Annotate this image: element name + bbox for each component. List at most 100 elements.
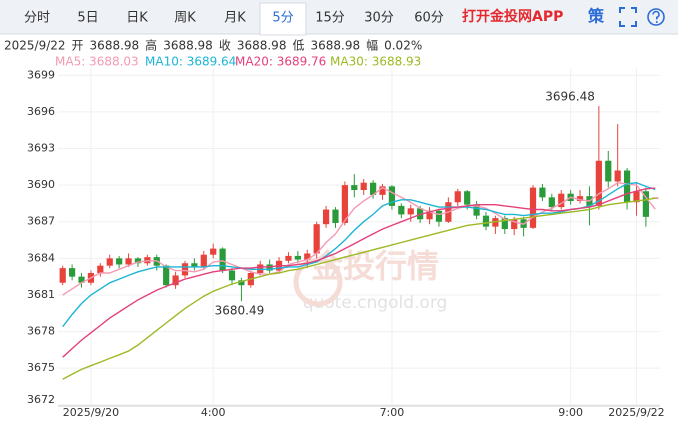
ma-line bbox=[62, 181, 656, 328]
candle-body bbox=[511, 219, 518, 230]
legend-entry: MA5: 3688.03 bbox=[55, 55, 139, 69]
candle-body bbox=[59, 268, 66, 283]
ma-line bbox=[62, 181, 656, 296]
candle-body bbox=[529, 187, 537, 228]
candle-body bbox=[642, 191, 649, 217]
candle-body bbox=[172, 275, 179, 286]
strategy-button[interactable]: 策 bbox=[587, 7, 605, 26]
candle-body bbox=[219, 248, 226, 271]
candle-body bbox=[125, 258, 132, 265]
candle-body bbox=[605, 160, 612, 182]
candle-body bbox=[407, 208, 414, 215]
info-value: 0.02% bbox=[384, 39, 422, 53]
candle-body bbox=[294, 255, 301, 260]
x-tick-label: 4:00 bbox=[201, 406, 226, 419]
candle-body bbox=[473, 204, 480, 216]
candle-body bbox=[97, 265, 104, 273]
min-label: 3680.49 bbox=[215, 304, 265, 318]
candle-body bbox=[576, 196, 584, 202]
candle-body bbox=[398, 205, 405, 215]
candle-body bbox=[623, 170, 631, 203]
help-icon[interactable] bbox=[647, 8, 665, 26]
info-value: 3688.98 bbox=[90, 39, 140, 53]
legend-entry: MA30: 3688.93 bbox=[330, 55, 421, 69]
candle-body bbox=[228, 270, 236, 281]
candle-body bbox=[614, 170, 621, 182]
info-label: 幅 bbox=[366, 38, 378, 53]
candle-body bbox=[548, 197, 555, 208]
y-tick-label: 3684 bbox=[27, 251, 55, 264]
x-tick-label: 2025/9/20 bbox=[63, 406, 119, 419]
candle-body bbox=[501, 218, 508, 230]
candle-body bbox=[370, 182, 377, 195]
candle-body bbox=[351, 185, 358, 191]
info-date: 2025/9/22 bbox=[4, 39, 66, 53]
candle-body bbox=[106, 258, 113, 266]
period-tab[interactable]: 日K bbox=[126, 11, 148, 26]
period-tab[interactable]: 5分 bbox=[272, 11, 293, 26]
candle-body bbox=[313, 224, 320, 254]
legend-entry: MA20: 3689.76 bbox=[235, 55, 326, 69]
watermark-url: quote.cngold.org bbox=[303, 293, 448, 313]
candle-body bbox=[435, 210, 443, 222]
candle-body bbox=[539, 187, 546, 198]
info-label: 低 bbox=[292, 39, 304, 53]
period-tab[interactable]: 分时 bbox=[24, 11, 50, 26]
candle-body bbox=[360, 182, 367, 191]
candle-body bbox=[304, 253, 311, 260]
info-label: 收 bbox=[219, 39, 231, 53]
period-tab[interactable]: 周K bbox=[174, 11, 196, 26]
y-tick-label: 3687 bbox=[27, 215, 55, 228]
candle-body bbox=[595, 160, 602, 206]
candle-body bbox=[652, 197, 659, 199]
toolbar bbox=[0, 0, 678, 34]
period-tab[interactable]: 15分 bbox=[315, 11, 345, 26]
candle-body bbox=[69, 268, 76, 277]
y-tick-label: 3681 bbox=[27, 288, 55, 301]
legend-entry: MA10: 3689.64 bbox=[145, 55, 236, 69]
candle-body bbox=[341, 185, 348, 223]
candle-body bbox=[116, 258, 123, 265]
fullscreen-icon[interactable] bbox=[619, 7, 637, 27]
x-tick-label: 9:00 bbox=[558, 406, 583, 419]
candle-body bbox=[379, 186, 386, 195]
period-tab[interactable]: 60分 bbox=[414, 11, 444, 26]
candle-body bbox=[322, 209, 330, 225]
max-label: 3696.48 bbox=[545, 90, 595, 104]
y-tick-label: 3678 bbox=[27, 325, 55, 338]
info-label: 开 bbox=[72, 39, 84, 53]
period-tab[interactable]: 5日 bbox=[77, 11, 98, 26]
info-value: 3688.98 bbox=[163, 39, 213, 53]
period-tab[interactable]: 30分 bbox=[364, 11, 394, 26]
candle-body bbox=[633, 191, 640, 203]
info-value: 3688.98 bbox=[310, 39, 360, 53]
app-link[interactable]: 打开金投网APP bbox=[462, 8, 563, 25]
candle-body bbox=[558, 193, 565, 208]
x-tick-label: 7:00 bbox=[380, 406, 405, 419]
y-tick-label: 3693 bbox=[27, 142, 55, 155]
info-value: 3688.98 bbox=[237, 39, 287, 53]
candle-body bbox=[191, 263, 198, 267]
candle-body bbox=[388, 186, 396, 206]
candle-body bbox=[78, 276, 85, 283]
y-tick-label: 3699 bbox=[27, 68, 55, 81]
candle-body bbox=[454, 191, 461, 203]
candle-body bbox=[482, 215, 490, 227]
candle-body bbox=[200, 254, 207, 267]
active-tab bbox=[259, 2, 307, 36]
candle-body bbox=[163, 265, 170, 286]
candle-body bbox=[210, 248, 217, 255]
x-tick-label: 2025/9/22 bbox=[608, 406, 664, 419]
ma-line bbox=[62, 187, 656, 358]
candle-body bbox=[464, 191, 471, 205]
candle-body bbox=[426, 210, 433, 220]
candle-body bbox=[238, 280, 245, 286]
y-tick-label: 3696 bbox=[27, 105, 55, 118]
info-label: 高 bbox=[145, 38, 157, 53]
y-tick-label: 3675 bbox=[27, 361, 55, 374]
y-tick-label: 3690 bbox=[27, 178, 55, 191]
period-tab[interactable]: 月K bbox=[224, 11, 246, 26]
candle-body bbox=[134, 258, 142, 264]
candle-body bbox=[332, 209, 339, 223]
